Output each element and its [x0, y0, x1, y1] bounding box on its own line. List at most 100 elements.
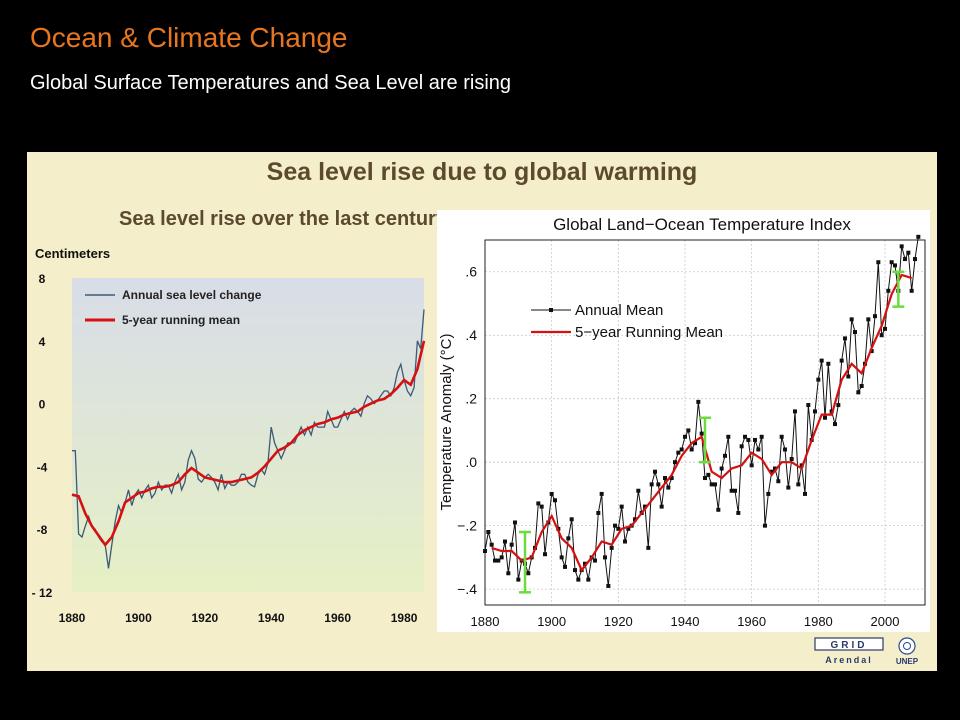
sea-level-y-tick: 8 — [39, 272, 46, 286]
temperature-annual-line — [484, 236, 919, 587]
temperature-annual-marker — [539, 504, 544, 509]
temperature-legend-annual: Annual Mean — [575, 302, 663, 319]
temperature-annual-marker — [549, 491, 554, 496]
temperature-annual-marker — [526, 571, 531, 576]
temperature-annual-marker — [689, 447, 694, 452]
temperature-annual-marker — [703, 476, 707, 481]
temperature-annual-marker — [773, 466, 777, 471]
temperature-annual-marker — [706, 472, 711, 477]
temperature-annual-marker — [746, 437, 751, 442]
temperature-annual-marker — [496, 558, 501, 563]
temperature-annual-marker — [623, 539, 627, 544]
temperature-legend-annual-marker — [549, 308, 553, 312]
grid-arendal-logo: GRID Arendal — [814, 637, 884, 665]
temperature-annual-marker — [669, 476, 674, 481]
temperature-annual-marker — [733, 488, 737, 493]
sea-level-annual-line — [72, 309, 425, 569]
temperature-annual-marker — [566, 536, 571, 541]
temperature-annual-marker — [709, 482, 714, 487]
temperature-annual-marker — [666, 485, 671, 490]
sea-level-x-tick: 1960 — [324, 611, 351, 625]
temperature-annual-marker — [789, 457, 794, 461]
temperature-annual-marker — [909, 288, 914, 293]
slide-title: Ocean & Climate Change — [30, 22, 348, 53]
temperature-annual-marker — [503, 539, 507, 544]
temperature-annual-marker — [913, 257, 917, 262]
temperature-annual-marker — [569, 517, 574, 522]
temperature-x-tick: 1880 — [471, 614, 500, 629]
temperature-annual-marker — [573, 568, 577, 573]
temperature-annual-marker — [653, 469, 657, 474]
temperature-annual-marker — [853, 330, 857, 335]
temperature-annual-marker — [889, 260, 894, 265]
temperature-annual-marker — [659, 504, 664, 509]
temperature-annual-marker — [813, 409, 817, 414]
temperature-annual-marker — [646, 545, 651, 550]
temperature-y-tick: −.2 — [457, 518, 477, 534]
temperature-legend-mean: 5−year Running Mean — [575, 324, 723, 341]
temperature-annual-marker — [516, 577, 521, 582]
temperature-annual-marker — [769, 469, 774, 474]
temperature-annual-marker — [859, 384, 864, 388]
temperature-annual-marker — [643, 504, 647, 509]
temperature-annual-marker — [583, 561, 587, 566]
temperature-annual-marker — [743, 434, 747, 439]
sea-level-plot-area — [72, 278, 424, 592]
temperature-annual-marker — [699, 431, 704, 436]
temperature-annual-marker — [606, 583, 611, 588]
temperature-annual-marker — [696, 399, 701, 404]
temperature-annual-marker — [576, 577, 581, 582]
sea-level-x-tick: 1900 — [125, 611, 152, 625]
temperature-annual-marker — [633, 517, 637, 522]
unep-logo: UNEP — [896, 637, 919, 666]
temperature-annual-marker — [833, 422, 837, 427]
temperature-highlight-bar — [519, 530, 531, 594]
sea-level-y-tick: 4 — [39, 335, 46, 349]
temperature-highlight-bar — [699, 416, 711, 464]
figure-panel: Sea level rise due to global warming Sea… — [27, 152, 937, 671]
temperature-annual-marker — [816, 377, 821, 382]
temperature-annual-marker — [713, 482, 717, 487]
temperature-annual-marker — [609, 545, 614, 550]
temperature-annual-marker — [616, 526, 621, 531]
temperature-annual-marker — [766, 491, 771, 496]
temperature-annual-marker — [686, 428, 691, 433]
temperature-annual-marker — [679, 447, 684, 452]
temperature-annual-marker — [719, 466, 724, 471]
temperature-annual-marker — [683, 434, 687, 439]
temperature-annual-marker — [879, 333, 884, 338]
temperature-annual-marker — [513, 520, 517, 525]
sea-level-y-tick: -4 — [37, 460, 48, 474]
temperature-annual-marker — [783, 447, 787, 452]
sea-level-chart-title: Sea level rise over the last century — [119, 208, 447, 230]
temperature-y-tick: .6 — [465, 264, 477, 280]
temperature-annual-marker — [756, 447, 761, 452]
sea-level-chart: 8 4 0 -4 -8 - 12 1880 1900 1920 1940 1960 1980 Annua… — [32, 272, 426, 625]
temperature-annual-marker — [723, 453, 727, 458]
temperature-annual-marker — [903, 257, 907, 262]
temperature-annual-marker — [856, 390, 861, 395]
temperature-plot-frame — [484, 239, 926, 606]
temperature-y-tick: .0 — [465, 454, 477, 470]
temperature-annual-marker — [876, 260, 881, 265]
temperature-annual-marker — [509, 542, 514, 547]
temperature-annual-marker — [893, 263, 897, 268]
temperature-annual-marker — [883, 326, 887, 331]
temperature-x-tick: 2000 — [871, 614, 900, 629]
svg-text:UNEP: UNEP — [896, 657, 919, 666]
temperature-annual-marker — [916, 234, 921, 239]
temperature-y-axis-label: Temperature Anomaly (°C) — [438, 334, 455, 511]
temperature-annual-marker — [716, 507, 721, 512]
sea-level-running-mean-line — [71, 340, 426, 548]
temperature-annual-marker — [663, 476, 667, 481]
temperature-annual-marker — [899, 244, 904, 249]
temperature-annual-marker — [586, 577, 591, 582]
temperature-annual-marker — [506, 571, 511, 576]
temperature-annual-marker — [886, 288, 891, 293]
temperature-annual-marker — [599, 491, 604, 496]
temperature-annual-marker — [749, 463, 754, 468]
logos: GRID Arendal UNEP — [813, 636, 929, 668]
temperature-annual-marker — [656, 482, 661, 487]
figure-title: Sea level rise due to global warming — [266, 158, 698, 186]
temperature-running-mean-line — [491, 273, 913, 573]
